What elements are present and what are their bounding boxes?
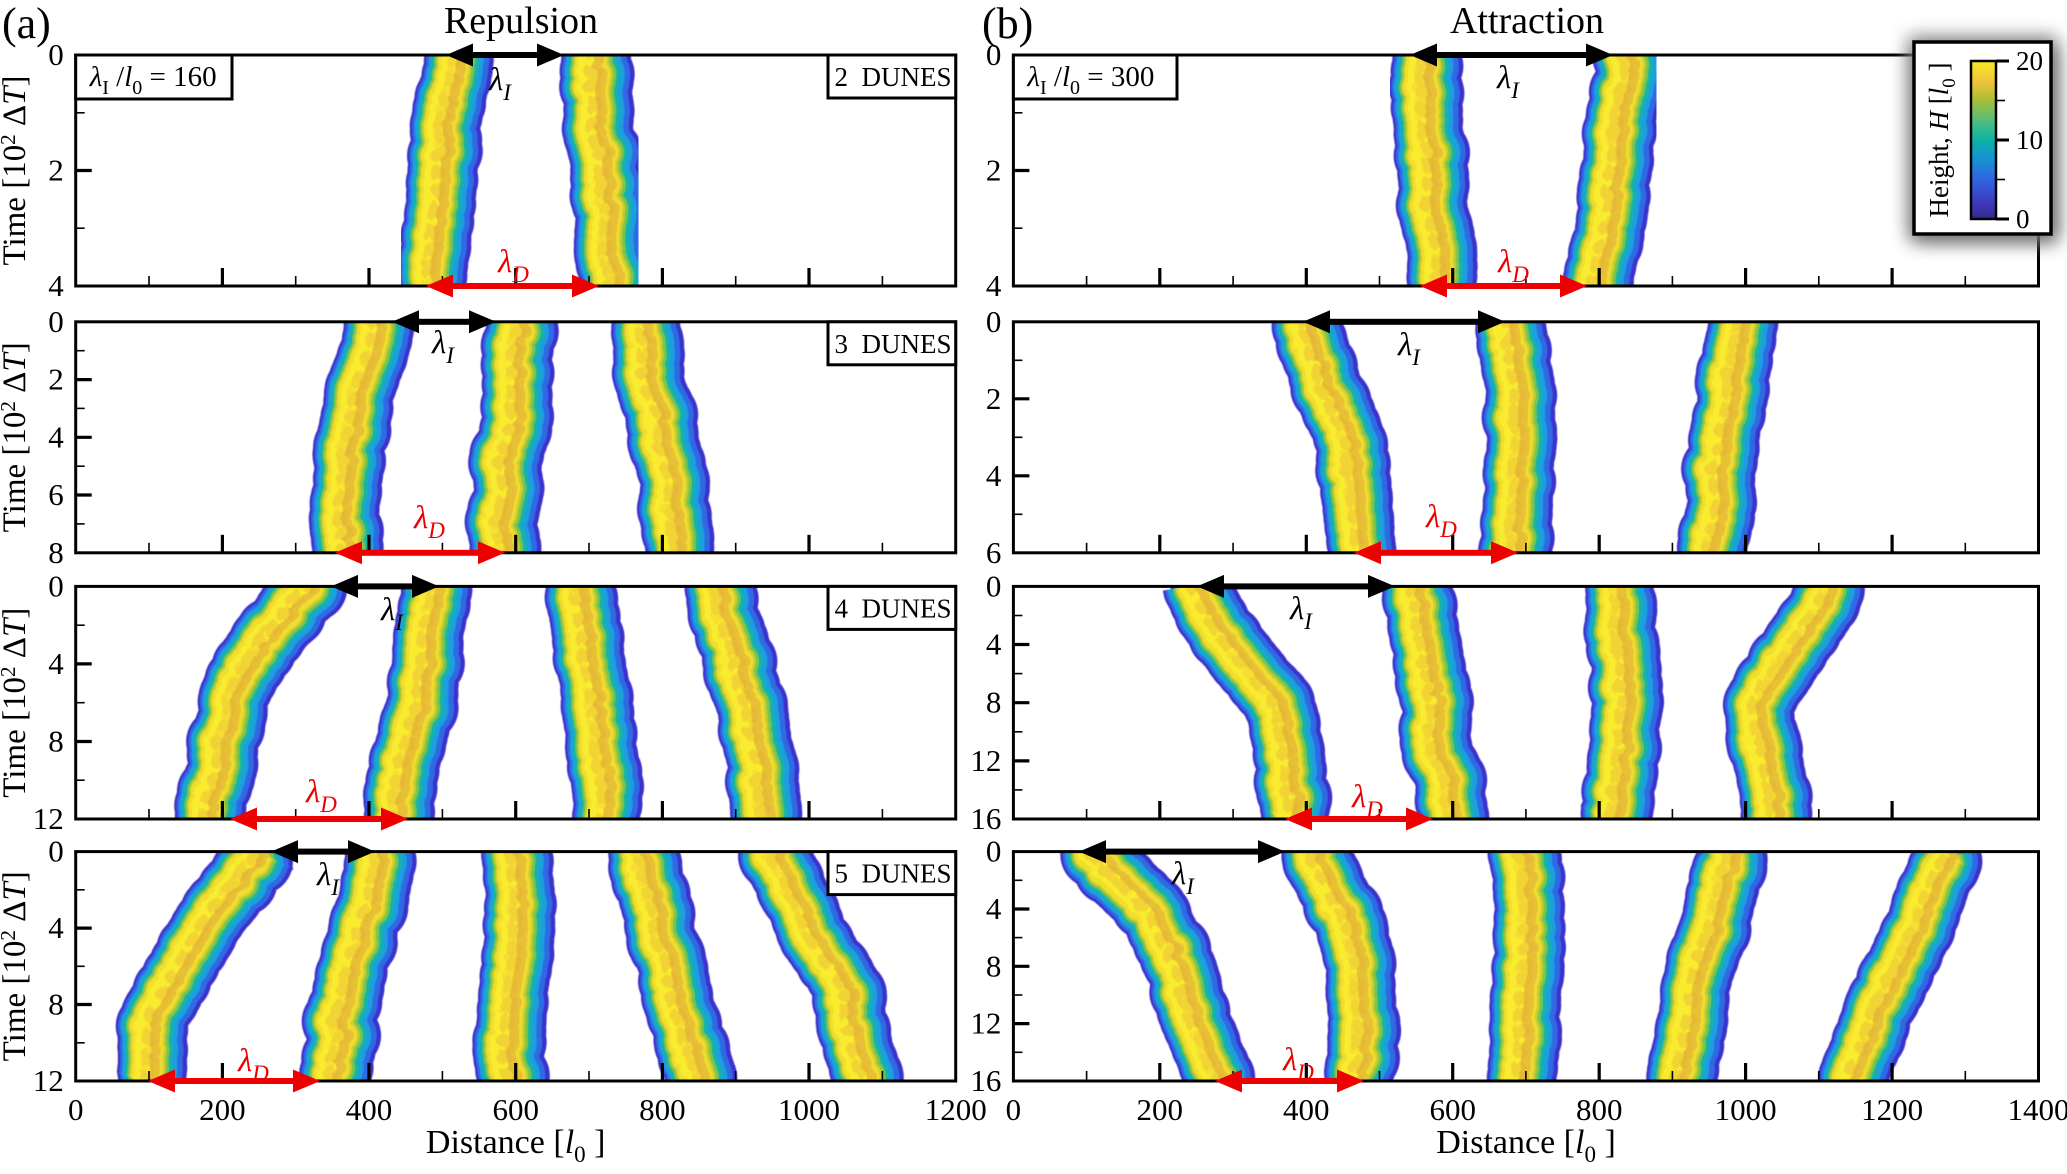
svg-text:5 DUNES: 5 DUNES <box>834 859 951 889</box>
svg-text:Attraction: Attraction <box>1450 0 1604 42</box>
svg-text:4: 4 <box>48 910 64 945</box>
svg-text:4: 4 <box>986 627 1002 662</box>
svg-text:0: 0 <box>68 1092 84 1127</box>
svg-text:8: 8 <box>986 685 1002 720</box>
svg-text:4: 4 <box>986 458 1002 493</box>
svg-text:1200: 1200 <box>1861 1092 1923 1127</box>
svg-text:Repulsion: Repulsion <box>444 0 598 42</box>
svg-text:(b): (b) <box>982 0 1033 48</box>
svg-text:1400: 1400 <box>2008 1092 2067 1127</box>
svg-text:0: 0 <box>48 834 64 869</box>
svg-text:6: 6 <box>48 477 64 512</box>
svg-text:1000: 1000 <box>1715 1092 1777 1127</box>
svg-text:800: 800 <box>639 1092 686 1127</box>
svg-text:12: 12 <box>970 743 1001 778</box>
svg-text:20: 20 <box>2016 46 2043 76</box>
svg-text:0: 0 <box>986 304 1002 339</box>
svg-text:12: 12 <box>33 1063 64 1098</box>
svg-text:400: 400 <box>1283 1092 1330 1127</box>
svg-text:2: 2 <box>986 381 1002 416</box>
svg-text:0: 0 <box>2016 204 2030 234</box>
svg-text:600: 600 <box>1429 1092 1476 1127</box>
svg-text:1000: 1000 <box>778 1092 840 1127</box>
svg-text:Time [102 ΔT]: Time [102 ΔT] <box>0 342 33 532</box>
svg-text:400: 400 <box>346 1092 393 1127</box>
svg-text:200: 200 <box>1137 1092 1184 1127</box>
svg-text:4: 4 <box>48 646 64 681</box>
svg-text:8: 8 <box>48 535 64 570</box>
svg-text:12: 12 <box>33 801 64 836</box>
svg-text:2 DUNES: 2 DUNES <box>834 62 951 92</box>
svg-text:8: 8 <box>986 948 1002 983</box>
svg-text:(a): (a) <box>2 0 51 48</box>
svg-text:4: 4 <box>48 268 64 303</box>
svg-text:Time [102 ΔT]: Time [102 ΔT] <box>0 608 33 798</box>
svg-text:0: 0 <box>986 834 1002 869</box>
svg-text:4: 4 <box>986 891 1002 926</box>
svg-text:4 DUNES: 4 DUNES <box>834 593 951 623</box>
svg-text:0: 0 <box>48 304 64 339</box>
svg-text:8: 8 <box>48 987 64 1022</box>
svg-text:4: 4 <box>48 419 64 454</box>
svg-text:2: 2 <box>986 153 1002 188</box>
svg-text:3 DUNES: 3 DUNES <box>834 329 951 359</box>
svg-text:800: 800 <box>1576 1092 1623 1127</box>
svg-text:1200: 1200 <box>925 1092 987 1127</box>
svg-text:12: 12 <box>970 1006 1001 1041</box>
svg-text:0: 0 <box>986 568 1002 603</box>
svg-text:2: 2 <box>48 362 64 397</box>
svg-text:200: 200 <box>199 1092 246 1127</box>
svg-text:2: 2 <box>48 153 64 188</box>
svg-text:600: 600 <box>492 1092 539 1127</box>
svg-text:Time [102 ΔT]: Time [102 ΔT] <box>0 75 33 265</box>
svg-text:0: 0 <box>1006 1092 1022 1127</box>
svg-text:6: 6 <box>986 535 1002 570</box>
svg-text:0: 0 <box>48 568 64 603</box>
svg-text:10: 10 <box>2016 125 2043 155</box>
svg-text:4: 4 <box>986 268 1002 303</box>
svg-text:16: 16 <box>970 801 1001 836</box>
svg-text:Time [102 ΔT]: Time [102 ΔT] <box>0 871 33 1061</box>
svg-text:8: 8 <box>48 724 64 759</box>
